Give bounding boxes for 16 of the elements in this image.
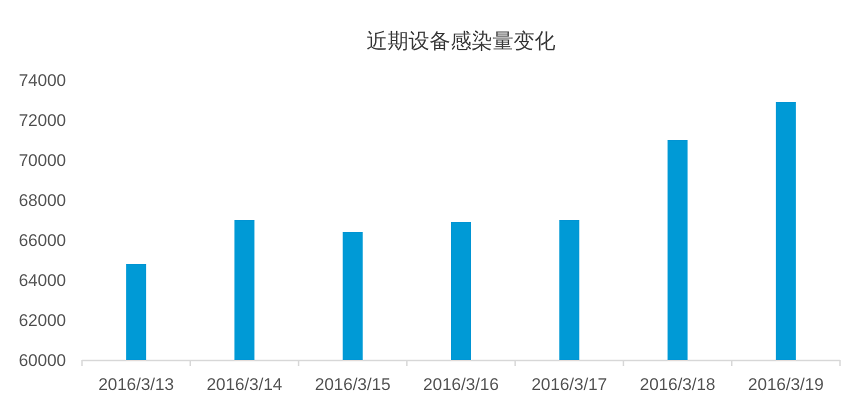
x-tick-label: 2016/3/17	[531, 375, 608, 394]
y-tick-label: 72000	[18, 111, 66, 130]
x-tick-label: 2016/3/14	[206, 375, 282, 394]
x-tick-label: 2016/3/16	[423, 375, 499, 394]
title: 近期设备感染量变化	[366, 30, 556, 53]
x-tick-label: 2016/3/19	[748, 375, 824, 394]
y-tick-label: 60000	[18, 351, 66, 370]
y-tick-label: 68000	[18, 191, 66, 210]
y-tick-label: 70000	[18, 151, 66, 170]
y-tick-label: 74000	[18, 71, 66, 90]
x-tick-label: 2016/3/13	[98, 375, 174, 394]
x-tick-label: 2016/3/15	[314, 375, 391, 394]
y-tick-label: 62000	[18, 311, 66, 330]
x-tick-label: 2016/3/18	[640, 375, 716, 394]
y-tick-label: 66000	[18, 231, 66, 250]
y-tick-label: 64000	[18, 271, 66, 290]
